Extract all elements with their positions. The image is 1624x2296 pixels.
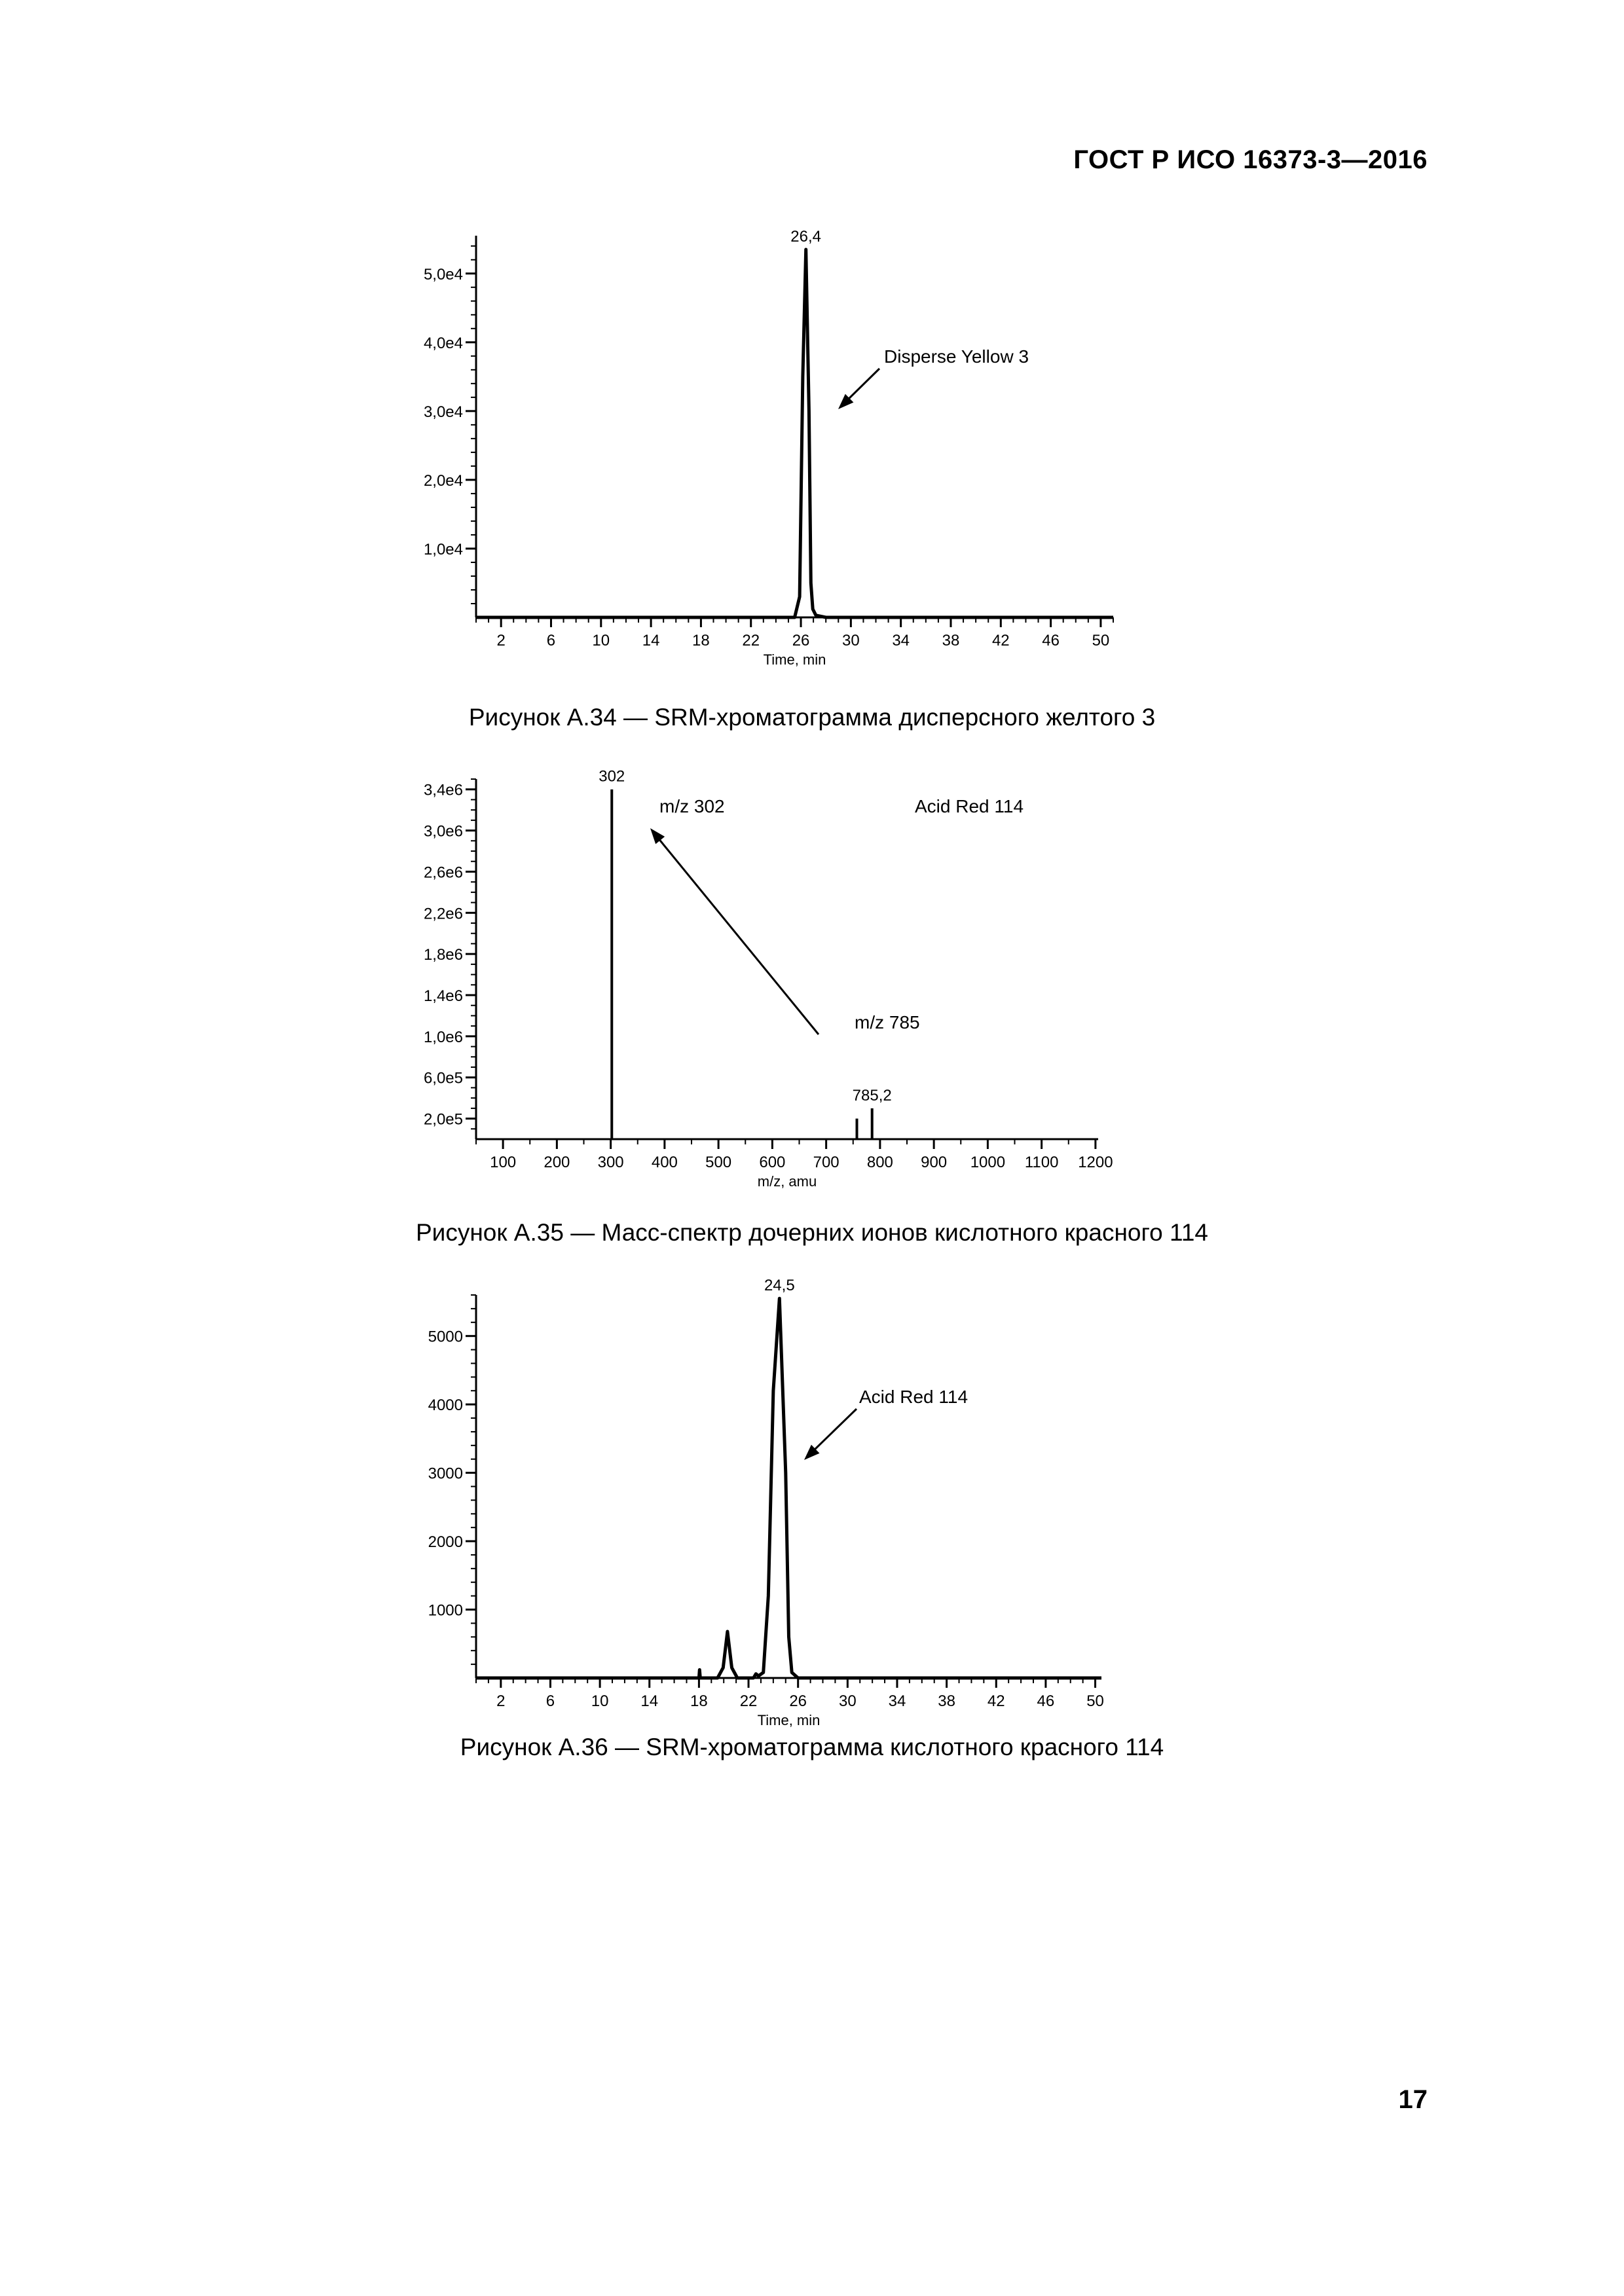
- chart1-x-tick-label: 18: [692, 632, 710, 649]
- chart3-x-tick-label: 46: [1037, 1692, 1055, 1710]
- chart2-x-tick-label: 1000: [970, 1154, 1005, 1171]
- chart2-x-tick-label: 100: [490, 1154, 516, 1171]
- chart1-x-tick-label: 2: [496, 632, 505, 649]
- chart3-x-tick-label: 10: [591, 1692, 609, 1710]
- chart2-x-tick-label: 1100: [1025, 1154, 1059, 1171]
- chart2-y-tick-label: 1,8e6: [424, 946, 463, 964]
- chart1-y-tick-label: 3,0e4: [424, 403, 463, 421]
- page-number: 17: [1398, 2085, 1428, 2114]
- chart3-peak-label: 24,5: [764, 1277, 795, 1294]
- chart2-y-tick-label: 2,0e5: [424, 1111, 463, 1129]
- chart3-x-axis-label: Time, min: [758, 1712, 821, 1728]
- chart3-x-tick-label: 30: [839, 1692, 857, 1710]
- chart3-x-tick-label: 26: [789, 1692, 807, 1710]
- chart1-x-tick-label: 14: [642, 632, 660, 649]
- chart1-x-tick-label: 22: [742, 632, 760, 649]
- chart3-x-tick-label: 38: [938, 1692, 955, 1710]
- chart1-x-tick-label: 26: [792, 632, 810, 649]
- chart2-arrow-head: [650, 828, 665, 845]
- chart3-y-tick-label: 4000: [428, 1396, 463, 1414]
- chart2-y-tick-label: 3,4e6: [424, 782, 463, 799]
- chart2-x-tick-label: 800: [867, 1154, 893, 1171]
- chart3-x-tick-label: 22: [740, 1692, 758, 1710]
- chart2-peak-label-0: 302: [599, 768, 625, 786]
- chart1-y-tick-label: 1,0e4: [424, 541, 463, 558]
- chart2-annotation-arrow: [657, 837, 820, 1035]
- chart2-x-axis-label: m/z, amu: [758, 1173, 817, 1190]
- chart2-x-tick-label: 900: [921, 1154, 947, 1171]
- figure-caption-a36: Рисунок А.36 — SRM-хроматограмма кислотн…: [460, 1734, 1164, 1760]
- chart3-y-tick-label: 2000: [428, 1533, 463, 1551]
- chart3-x-tick-label: 34: [889, 1692, 906, 1710]
- chart3-x-tick-label: 14: [640, 1692, 658, 1710]
- chart3-annotation-arrow: [811, 1408, 858, 1453]
- chart2-annotation-mz785: m/z 785: [855, 1012, 920, 1032]
- chart3-arrow-head: [804, 1444, 820, 1460]
- chart2-y-tick-label: 1,0e6: [424, 1029, 463, 1046]
- chart1-annotation-arrow: [843, 367, 881, 404]
- chart1-peak-label: 26,4: [790, 228, 821, 246]
- chart2-x-tick-label: 400: [652, 1154, 678, 1171]
- chart2-x-tick-label: 200: [544, 1154, 570, 1171]
- chart2-y-tick-label: 6,0e5: [424, 1070, 463, 1087]
- chart2-annotation-mz302: m/z 302: [659, 796, 725, 816]
- chart2-x-tick-label: 600: [759, 1154, 785, 1171]
- chart1-x-tick-label: 34: [892, 632, 910, 649]
- chart1-annotation-label: Disperse Yellow 3: [884, 346, 1029, 367]
- chart3-annotation-label: Acid Red 114: [859, 1387, 968, 1407]
- chart2-annotation-compound: Acid Red 114: [915, 796, 1024, 816]
- chart3-y-tick-label: 3000: [428, 1465, 463, 1483]
- chart1-x-axis-label: Time, min: [764, 651, 826, 668]
- chart3-x-tick-label: 42: [987, 1692, 1005, 1710]
- chart2-x-tick-label: 1200: [1078, 1154, 1113, 1171]
- chart2-y-tick-label: 3,0e6: [424, 823, 463, 841]
- chart1-x-tick-label: 6: [547, 632, 555, 649]
- document-header: ГОСТ Р ИСО 16373-3—2016: [1073, 145, 1428, 174]
- chart1-y-tick-label: 2,0e4: [424, 472, 463, 490]
- chart2-x-tick-label: 700: [813, 1154, 840, 1171]
- chart1-x-tick-label: 38: [942, 632, 960, 649]
- chart3-y-tick-label: 1000: [428, 1602, 463, 1620]
- chart3-series-line: [476, 1296, 1101, 1680]
- chart3-y-tick-label: 5000: [428, 1328, 463, 1346]
- chart3-x-tick-label: 2: [496, 1692, 505, 1710]
- chart1-arrow-head: [838, 393, 854, 409]
- chart2-y-tick-label: 2,6e6: [424, 864, 463, 881]
- chart1-x-tick-label: 50: [1092, 632, 1110, 649]
- chart1-series-line: [476, 247, 1113, 619]
- figure-caption-a35: Рисунок А.35 — Масс-спектр дочерних ионо…: [415, 1219, 1208, 1246]
- chart1-y-tick-label: 4,0e4: [424, 335, 463, 352]
- chart3-x-tick-label: 18: [690, 1692, 708, 1710]
- chart3-x-tick-label: 50: [1086, 1692, 1104, 1710]
- chart2-x-tick-label: 500: [705, 1154, 731, 1171]
- chart1-x-tick-label: 42: [992, 632, 1010, 649]
- chart2-y-tick-label: 2,2e6: [424, 905, 463, 922]
- chart3-x-tick-label: 6: [546, 1692, 555, 1710]
- chart2-x-tick-label: 300: [598, 1154, 624, 1171]
- chart1-y-tick-label: 5,0e4: [424, 266, 463, 283]
- chart1-x-tick-label: 30: [842, 632, 860, 649]
- chart2-peak-label-2: 785,2: [853, 1087, 892, 1104]
- chart1-x-tick-label: 10: [592, 632, 610, 649]
- chart2-y-tick-label: 1,4e6: [424, 987, 463, 1005]
- chart1-x-tick-label: 46: [1042, 632, 1060, 649]
- figure-caption-a34: Рисунок А.34 — SRM-хроматограмма дисперс…: [468, 704, 1156, 731]
